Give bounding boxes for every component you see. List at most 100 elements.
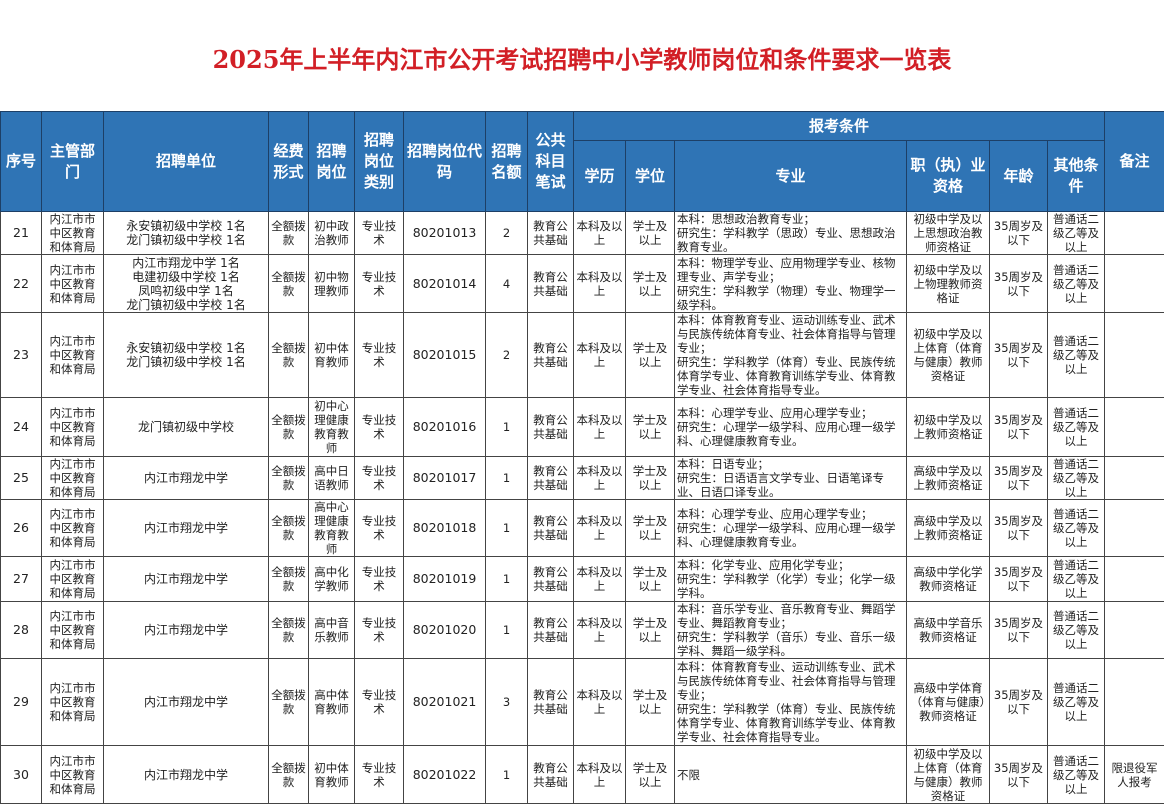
cell-dept: 内江市市中区教育和体育局 bbox=[42, 746, 104, 804]
cell-degree: 学士及以上 bbox=[626, 500, 675, 557]
cell-unit: 内江市翔龙中学 bbox=[104, 746, 269, 804]
cell-major: 本科：化学专业、应用化学专业； 研究生：学科教学（化学）专业；化学一级学科。 bbox=[675, 557, 907, 602]
header-other: 其他条件 bbox=[1048, 141, 1105, 212]
cell-code: 80201022 bbox=[404, 746, 486, 804]
cell-education: 本科及以上 bbox=[574, 746, 626, 804]
header-post: 招聘岗位 bbox=[309, 112, 355, 212]
cell-age: 35周岁及以下 bbox=[990, 457, 1048, 500]
cell-exam: 教育公共基础 bbox=[528, 602, 574, 659]
cell-category: 专业技术 bbox=[355, 398, 404, 457]
cell-post: 高中日语教师 bbox=[309, 457, 355, 500]
cell-funding: 全额拨款 bbox=[269, 746, 309, 804]
cell-unit: 内江市翔龙中学 bbox=[104, 500, 269, 557]
cell-quota: 1 bbox=[486, 457, 528, 500]
cell-qualification: 高级中学及以上教师资格证 bbox=[907, 500, 990, 557]
header-conditions: 报考条件 bbox=[574, 112, 1105, 141]
header-category: 招聘岗位类别 bbox=[355, 112, 404, 212]
cell-exam: 教育公共基础 bbox=[528, 212, 574, 255]
cell-qualification: 高级中学化学教师资格证 bbox=[907, 557, 990, 602]
cell-dept: 内江市市中区教育和体育局 bbox=[42, 557, 104, 602]
cell-dept: 内江市市中区教育和体育局 bbox=[42, 602, 104, 659]
cell-exam: 教育公共基础 bbox=[528, 398, 574, 457]
cell-post: 初中物理教师 bbox=[309, 255, 355, 313]
cell-category: 专业技术 bbox=[355, 255, 404, 313]
header-dept: 主管部门 bbox=[42, 112, 104, 212]
header-degree: 学位 bbox=[626, 141, 675, 212]
cell-seq: 23 bbox=[1, 313, 42, 398]
cell-code: 80201021 bbox=[404, 659, 486, 746]
cell-category: 专业技术 bbox=[355, 746, 404, 804]
cell-category: 专业技术 bbox=[355, 602, 404, 659]
cell-qualification: 初级中学及以上教师资格证 bbox=[907, 398, 990, 457]
cell-dept: 内江市市中区教育和体育局 bbox=[42, 659, 104, 746]
cell-dept: 内江市市中区教育和体育局 bbox=[42, 313, 104, 398]
cell-degree: 学士及以上 bbox=[626, 557, 675, 602]
cell-major: 本科：心理学专业、应用心理学专业； 研究生：心理学一级学科、应用心理一级学科、心… bbox=[675, 398, 907, 457]
cell-education: 本科及以上 bbox=[574, 255, 626, 313]
header-major: 专业 bbox=[675, 141, 907, 212]
cell-category: 专业技术 bbox=[355, 500, 404, 557]
cell-major: 本科：体育教育专业、运动训练专业、武术与民族传统体育专业、社会体育指导与管理专业… bbox=[675, 313, 907, 398]
header-code: 招聘岗位代码 bbox=[404, 112, 486, 212]
cell-funding: 全额拨款 bbox=[269, 212, 309, 255]
cell-major: 本科：体育教育专业、运动训练专业、武术与民族传统体育专业、社会体育指导与管理专业… bbox=[675, 659, 907, 746]
cell-code: 80201014 bbox=[404, 255, 486, 313]
cell-funding: 全额拨款 bbox=[269, 313, 309, 398]
cell-unit: 内江市翔龙中学 bbox=[104, 659, 269, 746]
cell-funding: 全额拨款 bbox=[269, 255, 309, 313]
cell-unit: 内江市翔龙中学 bbox=[104, 457, 269, 500]
cell-quota: 1 bbox=[486, 557, 528, 602]
cell-unit: 内江市翔龙中学 1名 电建初级中学校 1名 凤鸣初级中学 1名 龙门镇初级中学校… bbox=[104, 255, 269, 313]
cell-education: 本科及以上 bbox=[574, 212, 626, 255]
cell-education: 本科及以上 bbox=[574, 398, 626, 457]
cell-other: 普通话二级乙等及以上 bbox=[1048, 398, 1105, 457]
cell-major: 本科：思想政治教育专业； 研究生：学科教学（思政）专业、思想政治教育专业。 bbox=[675, 212, 907, 255]
cell-unit: 永安镇初级中学校 1名 龙门镇初级中学校 1名 bbox=[104, 212, 269, 255]
cell-code: 80201013 bbox=[404, 212, 486, 255]
cell-education: 本科及以上 bbox=[574, 457, 626, 500]
cell-education: 本科及以上 bbox=[574, 659, 626, 746]
cell-seq: 28 bbox=[1, 602, 42, 659]
title-area: 2025年上半年内江市公开考试招聘中小学教师岗位和条件要求一览表 bbox=[0, 0, 1164, 111]
cell-seq: 25 bbox=[1, 457, 42, 500]
cell-degree: 学士及以上 bbox=[626, 398, 675, 457]
cell-remark bbox=[1105, 500, 1164, 557]
cell-remark bbox=[1105, 398, 1164, 457]
cell-age: 35周岁及以下 bbox=[990, 746, 1048, 804]
cell-seq: 24 bbox=[1, 398, 42, 457]
cell-category: 专业技术 bbox=[355, 457, 404, 500]
cell-post: 初中体育教师 bbox=[309, 313, 355, 398]
cell-seq: 30 bbox=[1, 746, 42, 804]
cell-other: 普通话二级乙等及以上 bbox=[1048, 212, 1105, 255]
cell-post: 初中心理健康教育教师 bbox=[309, 398, 355, 457]
cell-exam: 教育公共基础 bbox=[528, 557, 574, 602]
cell-dept: 内江市市中区教育和体育局 bbox=[42, 500, 104, 557]
header-age: 年龄 bbox=[990, 141, 1048, 212]
page-title: 2025年上半年内江市公开考试招聘中小学教师岗位和条件要求一览表 bbox=[213, 40, 952, 75]
cell-quota: 1 bbox=[486, 500, 528, 557]
cell-funding: 全额拨款 bbox=[269, 602, 309, 659]
cell-dept: 内江市市中区教育和体育局 bbox=[42, 398, 104, 457]
cell-degree: 学士及以上 bbox=[626, 313, 675, 398]
header-seq: 序号 bbox=[1, 112, 42, 212]
cell-other: 普通话二级乙等及以上 bbox=[1048, 602, 1105, 659]
cell-exam: 教育公共基础 bbox=[528, 500, 574, 557]
cell-funding: 全额拨款 bbox=[269, 659, 309, 746]
cell-code: 80201015 bbox=[404, 313, 486, 398]
cell-remark bbox=[1105, 602, 1164, 659]
cell-dept: 内江市市中区教育和体育局 bbox=[42, 212, 104, 255]
cell-major: 本科：心理学专业、应用心理学专业； 研究生：心理学一级学科、应用心理一级学科、心… bbox=[675, 500, 907, 557]
cell-unit: 永安镇初级中学校 1名 龙门镇初级中学校 1名 bbox=[104, 313, 269, 398]
cell-other: 普通话二级乙等及以上 bbox=[1048, 659, 1105, 746]
cell-degree: 学士及以上 bbox=[626, 212, 675, 255]
cell-age: 35周岁及以下 bbox=[990, 313, 1048, 398]
cell-funding: 全额拨款 bbox=[269, 500, 309, 557]
